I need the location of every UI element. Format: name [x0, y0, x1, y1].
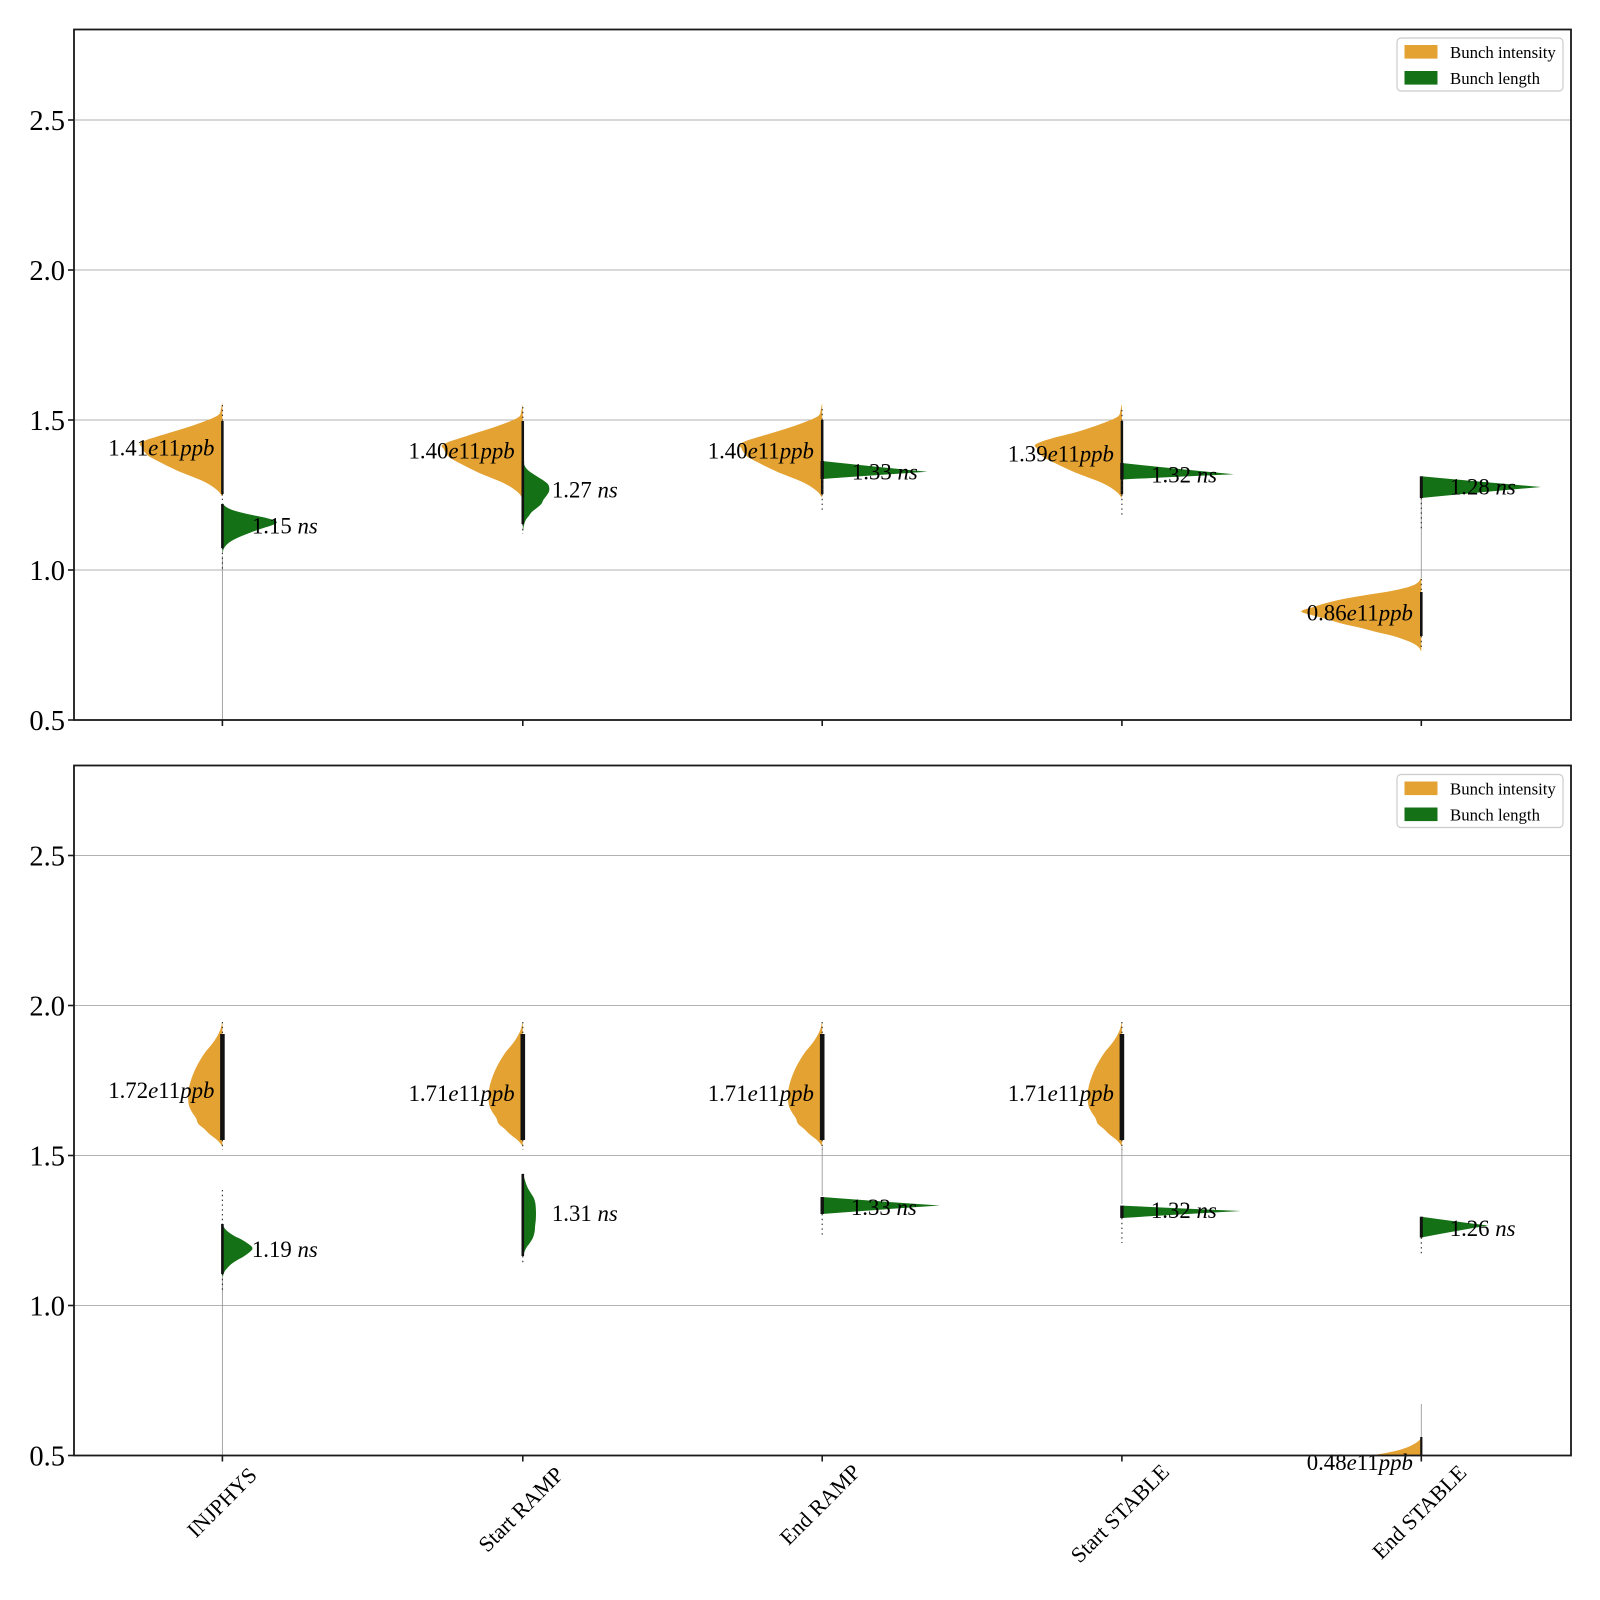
svg-text:Bunch length: Bunch length [1450, 806, 1541, 825]
svg-text:1.40e11ppb: 1.40e11ppb [708, 439, 814, 464]
svg-text:1.15 ns: 1.15 ns [252, 514, 318, 539]
svg-text:1.71e11ppb: 1.71e11ppb [708, 1081, 814, 1106]
svg-text:1.39e11ppb: 1.39e11ppb [1008, 442, 1114, 467]
svg-text:2.5: 2.5 [29, 841, 65, 872]
svg-text:2.0: 2.0 [29, 991, 65, 1022]
svg-text:0.48e11ppb: 0.48e11ppb [1307, 1450, 1413, 1475]
svg-text:1.40e11ppb: 1.40e11ppb [409, 439, 515, 464]
svg-text:1.26 ns: 1.26 ns [1450, 1216, 1516, 1241]
svg-text:0.86e11ppb: 0.86e11ppb [1307, 601, 1413, 626]
svg-text:1.5: 1.5 [29, 406, 65, 437]
svg-text:1.72e11ppb: 1.72e11ppb [108, 1078, 214, 1103]
svg-text:1.19 ns: 1.19 ns [252, 1237, 318, 1262]
svg-text:0.5: 0.5 [29, 1441, 65, 1472]
svg-text:Bunch length: Bunch length [1450, 69, 1541, 88]
svg-text:Bunch intensity: Bunch intensity [1450, 43, 1556, 62]
svg-text:1.71e11ppb: 1.71e11ppb [1008, 1081, 1114, 1106]
svg-text:1.5: 1.5 [29, 1141, 65, 1172]
svg-text:1.31 ns: 1.31 ns [552, 1201, 618, 1226]
svg-text:1.71e11ppb: 1.71e11ppb [409, 1081, 515, 1106]
svg-text:1.0: 1.0 [29, 556, 65, 587]
svg-text:1.27 ns: 1.27 ns [552, 478, 618, 503]
svg-text:Bunch intensity: Bunch intensity [1450, 780, 1556, 799]
svg-text:1.33 ns: 1.33 ns [852, 460, 918, 485]
svg-text:0.5: 0.5 [29, 706, 65, 737]
svg-text:1.32 ns: 1.32 ns [1151, 1198, 1217, 1223]
svg-text:2.0: 2.0 [29, 256, 65, 287]
svg-text:1.41e11ppb: 1.41e11ppb [108, 436, 214, 461]
svg-text:2.5: 2.5 [29, 106, 65, 137]
svg-text:1.28 ns: 1.28 ns [1450, 475, 1516, 500]
svg-text:1.0: 1.0 [29, 1291, 65, 1322]
svg-text:1.32 ns: 1.32 ns [1151, 463, 1217, 488]
svg-text:1.33 ns: 1.33 ns [851, 1195, 917, 1220]
